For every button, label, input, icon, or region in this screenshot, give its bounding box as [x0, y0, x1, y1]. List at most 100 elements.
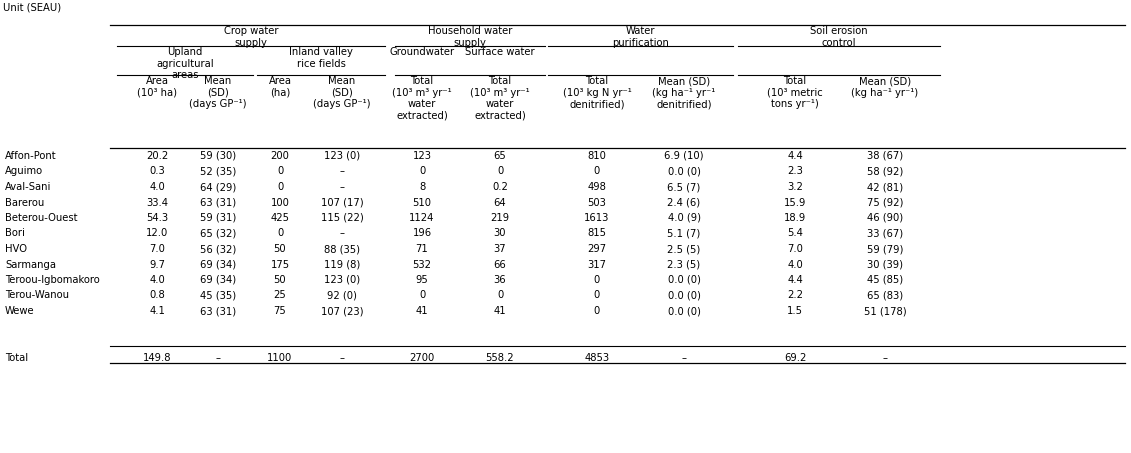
Text: 510: 510	[413, 198, 432, 207]
Text: HVO: HVO	[5, 244, 27, 254]
Text: 9.7: 9.7	[149, 260, 165, 270]
Text: 532: 532	[413, 260, 432, 270]
Text: 4.0: 4.0	[149, 275, 165, 285]
Text: 0: 0	[497, 167, 503, 177]
Text: 52 (35): 52 (35)	[200, 167, 236, 177]
Text: Surface water: Surface water	[465, 47, 535, 57]
Text: 54.3: 54.3	[146, 213, 169, 223]
Text: 0: 0	[594, 290, 601, 300]
Text: 58 (92): 58 (92)	[866, 167, 904, 177]
Text: 92 (0): 92 (0)	[327, 290, 357, 300]
Text: 0: 0	[277, 182, 283, 192]
Text: –: –	[216, 353, 221, 363]
Text: Unit (SEAU): Unit (SEAU)	[3, 2, 61, 12]
Text: 3.2: 3.2	[787, 182, 803, 192]
Text: 59 (30): 59 (30)	[200, 151, 236, 161]
Text: 2.4 (6): 2.4 (6)	[667, 198, 700, 207]
Text: 0: 0	[497, 290, 503, 300]
Text: 46 (90): 46 (90)	[867, 213, 903, 223]
Text: 107 (17): 107 (17)	[321, 198, 363, 207]
Text: 1613: 1613	[585, 213, 610, 223]
Text: Total
(10³ kg N yr⁻¹
denitrified): Total (10³ kg N yr⁻¹ denitrified)	[562, 76, 631, 109]
Text: 0: 0	[277, 167, 283, 177]
Text: Aval-Sani: Aval-Sani	[5, 182, 51, 192]
Text: 63 (31): 63 (31)	[200, 198, 236, 207]
Text: 503: 503	[588, 198, 606, 207]
Text: 0.2: 0.2	[492, 182, 508, 192]
Text: 41: 41	[416, 306, 429, 316]
Text: 1.5: 1.5	[787, 306, 803, 316]
Text: 4.0: 4.0	[787, 260, 803, 270]
Text: Water
purification: Water purification	[612, 26, 668, 48]
Text: 115 (22): 115 (22)	[320, 213, 363, 223]
Text: 37: 37	[494, 244, 507, 254]
Text: 7.0: 7.0	[787, 244, 803, 254]
Text: 12.0: 12.0	[146, 228, 169, 238]
Text: Inland valley
rice fields: Inland valley rice fields	[290, 47, 353, 68]
Text: 59 (79): 59 (79)	[866, 244, 904, 254]
Text: 69.2: 69.2	[784, 353, 806, 363]
Text: 45 (35): 45 (35)	[200, 290, 236, 300]
Text: Groundwater: Groundwater	[389, 47, 455, 57]
Text: 33.4: 33.4	[146, 198, 169, 207]
Text: Mean (SD)
(kg ha⁻¹ yr⁻¹): Mean (SD) (kg ha⁻¹ yr⁻¹)	[852, 76, 918, 97]
Text: Area
(10³ ha): Area (10³ ha)	[137, 76, 176, 97]
Text: 425: 425	[270, 213, 290, 223]
Text: 18.9: 18.9	[784, 213, 806, 223]
Text: 71: 71	[415, 244, 429, 254]
Text: 6.9 (10): 6.9 (10)	[664, 151, 703, 161]
Text: Bori: Bori	[5, 228, 25, 238]
Text: 45 (85): 45 (85)	[867, 275, 903, 285]
Text: 75: 75	[274, 306, 286, 316]
Text: –: –	[339, 353, 345, 363]
Text: 42 (81): 42 (81)	[867, 182, 903, 192]
Text: Crop water
supply: Crop water supply	[224, 26, 278, 48]
Text: 119 (8): 119 (8)	[323, 260, 360, 270]
Text: 59 (31): 59 (31)	[200, 213, 236, 223]
Text: 4.4: 4.4	[787, 151, 803, 161]
Text: –: –	[339, 167, 345, 177]
Text: 558.2: 558.2	[485, 353, 515, 363]
Text: 7.0: 7.0	[149, 244, 165, 254]
Text: 0.8: 0.8	[149, 290, 165, 300]
Text: –: –	[882, 353, 888, 363]
Text: 4.0 (9): 4.0 (9)	[667, 213, 700, 223]
Text: 317: 317	[587, 260, 606, 270]
Text: 20.2: 20.2	[146, 151, 169, 161]
Text: Aguimo: Aguimo	[5, 167, 43, 177]
Text: 95: 95	[415, 275, 429, 285]
Text: 6.5 (7): 6.5 (7)	[667, 182, 700, 192]
Text: Mean
(SD)
(days GP⁻¹): Mean (SD) (days GP⁻¹)	[313, 76, 371, 109]
Text: 2.2: 2.2	[787, 290, 803, 300]
Text: Teroou-Igbomakoro: Teroou-Igbomakoro	[5, 275, 100, 285]
Text: Total
(10³ m³ yr⁻¹
water
extracted): Total (10³ m³ yr⁻¹ water extracted)	[392, 76, 451, 121]
Text: Sarmanga: Sarmanga	[5, 260, 57, 270]
Text: 0: 0	[418, 290, 425, 300]
Text: 0.0 (0): 0.0 (0)	[667, 290, 700, 300]
Text: 64: 64	[494, 198, 507, 207]
Text: 100: 100	[270, 198, 290, 207]
Text: 2.5 (5): 2.5 (5)	[667, 244, 700, 254]
Text: –: –	[339, 182, 345, 192]
Text: 4853: 4853	[585, 353, 610, 363]
Text: Total: Total	[5, 353, 28, 363]
Text: 4.4: 4.4	[787, 275, 803, 285]
Text: 0.3: 0.3	[149, 167, 165, 177]
Text: 200: 200	[270, 151, 290, 161]
Text: 69 (34): 69 (34)	[200, 275, 236, 285]
Text: 0: 0	[594, 275, 601, 285]
Text: Upland
agricultural
areas: Upland agricultural areas	[156, 47, 214, 80]
Text: 2.3: 2.3	[787, 167, 803, 177]
Text: 123 (0): 123 (0)	[323, 151, 360, 161]
Text: 175: 175	[270, 260, 290, 270]
Text: Area
(ha): Area (ha)	[268, 76, 292, 97]
Text: 107 (23): 107 (23)	[321, 306, 363, 316]
Text: 8: 8	[418, 182, 425, 192]
Text: 65: 65	[493, 151, 507, 161]
Text: Total
(10³ m³ yr⁻¹
water
extracted): Total (10³ m³ yr⁻¹ water extracted)	[470, 76, 529, 121]
Text: Terou-Wanou: Terou-Wanou	[5, 290, 69, 300]
Text: 1100: 1100	[267, 353, 293, 363]
Text: 149.8: 149.8	[143, 353, 171, 363]
Text: 5.4: 5.4	[787, 228, 803, 238]
Text: 65 (83): 65 (83)	[867, 290, 903, 300]
